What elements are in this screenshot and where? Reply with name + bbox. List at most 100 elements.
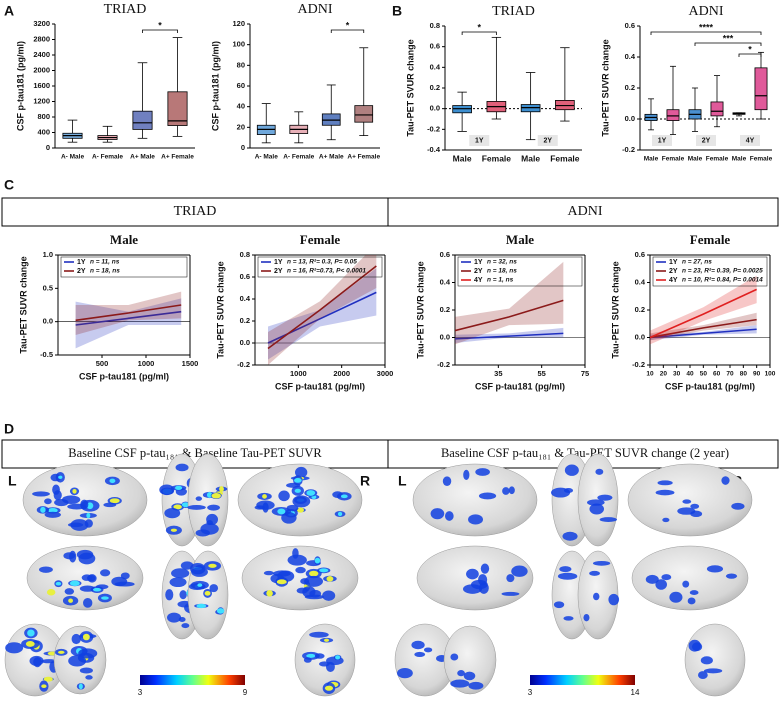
activation xyxy=(181,623,190,629)
box xyxy=(132,110,153,130)
group-label: 2Y xyxy=(702,137,711,144)
legend-stats: n = 32, ns xyxy=(487,259,517,266)
x-tick-label: 35 xyxy=(494,369,502,378)
activation-peak xyxy=(170,528,177,532)
activation xyxy=(76,549,94,560)
group-label: 1Y xyxy=(475,137,484,144)
box xyxy=(354,105,374,123)
significance-label: *** xyxy=(723,33,734,43)
x-axis-title: CSF p-tau181 (pg/ml) xyxy=(275,381,365,391)
activation-peak xyxy=(309,570,319,577)
activation xyxy=(731,502,745,510)
activation xyxy=(175,463,189,472)
y-axis-title: Tau-PET SUVR change xyxy=(610,261,620,358)
activation xyxy=(478,574,488,586)
box xyxy=(710,101,724,117)
significance-label: * xyxy=(346,20,350,30)
activation-peak xyxy=(266,590,273,597)
y-tick-label: 0.4 xyxy=(240,294,251,303)
y-tick-label: -0.2 xyxy=(437,360,450,369)
y-tick-label: 0.6 xyxy=(635,250,645,259)
activation xyxy=(44,498,52,505)
significance-bracket xyxy=(142,29,178,33)
panel-d-header-box xyxy=(1,439,779,469)
activation xyxy=(423,647,433,653)
activation xyxy=(662,517,670,523)
legend-box xyxy=(652,256,768,287)
activation xyxy=(587,499,605,506)
legend-stats: n = 1, ns xyxy=(487,277,514,284)
activation xyxy=(687,597,696,605)
regression-line xyxy=(267,265,377,350)
activation xyxy=(563,616,574,621)
activation xyxy=(103,502,117,508)
activation-peak xyxy=(181,502,190,508)
activation-peak xyxy=(86,512,91,519)
activation-peak xyxy=(40,506,46,513)
x-tick-label: 60 xyxy=(713,371,721,378)
activation xyxy=(645,574,659,584)
activation-peak xyxy=(41,684,47,688)
colorbar-label: 14 xyxy=(631,688,640,697)
y-tick-label: 0.5 xyxy=(43,283,53,292)
brain xyxy=(631,545,749,611)
legend-label: 1Y xyxy=(669,259,678,266)
activation-peak xyxy=(211,493,221,499)
x-tick-label: A- Male xyxy=(255,154,279,161)
activation xyxy=(286,504,299,512)
y-tick-label: 0.4 xyxy=(430,62,441,71)
panel-label: C xyxy=(4,177,14,193)
activation xyxy=(81,574,93,581)
activation xyxy=(690,510,703,518)
activation xyxy=(292,495,311,508)
legend-stats: n = 23, R²= 0.39, P= 0.0025 xyxy=(682,268,763,275)
activation xyxy=(430,508,445,520)
activation xyxy=(475,468,490,476)
activation xyxy=(589,503,604,515)
y-tick-label: 1200 xyxy=(33,96,50,105)
activation xyxy=(209,584,219,593)
box xyxy=(666,109,680,121)
y-tick-label: 0.6 xyxy=(430,42,440,51)
activation xyxy=(690,503,700,509)
activation xyxy=(32,491,50,497)
activation xyxy=(195,496,203,501)
legend-label: 2Y xyxy=(474,268,483,275)
significance-label: **** xyxy=(699,22,714,32)
activation-peak xyxy=(340,494,348,499)
activation-peak xyxy=(43,676,53,682)
activation-peak xyxy=(175,485,183,490)
activation xyxy=(721,476,730,485)
activation-peak xyxy=(208,563,217,568)
confidence-band xyxy=(650,275,757,345)
activation-peak xyxy=(58,475,63,479)
activation xyxy=(703,668,723,674)
activation-peak xyxy=(58,650,65,654)
y-tick-label: 0.0 xyxy=(635,332,645,341)
colorbar-label: 3 xyxy=(138,688,143,697)
y-tick-label: 800 xyxy=(37,112,50,121)
y-tick-label: 0.0 xyxy=(440,332,450,341)
activation xyxy=(278,490,290,502)
activation-peak xyxy=(109,478,116,484)
activation xyxy=(508,486,515,495)
activation xyxy=(303,657,312,663)
significance-bracket xyxy=(650,31,762,35)
activation xyxy=(655,579,667,590)
activation xyxy=(5,642,24,654)
y-tick-label: 0 xyxy=(241,143,245,152)
x-tick-label: A+ Male xyxy=(130,154,155,161)
activation xyxy=(64,588,75,595)
legend-stats: n = 27, ns xyxy=(682,259,712,266)
y-tick-label: 0.8 xyxy=(240,250,250,259)
activation xyxy=(682,580,690,588)
activation-peak xyxy=(314,557,321,564)
activation xyxy=(669,591,683,603)
legend-box xyxy=(457,256,583,287)
activation-peak xyxy=(109,498,120,504)
activation-peak xyxy=(306,653,316,658)
y-tick-label: 0.0 xyxy=(240,338,250,347)
y-axis-title: Tau-PET SUVR change xyxy=(415,261,425,358)
activation xyxy=(70,519,89,531)
